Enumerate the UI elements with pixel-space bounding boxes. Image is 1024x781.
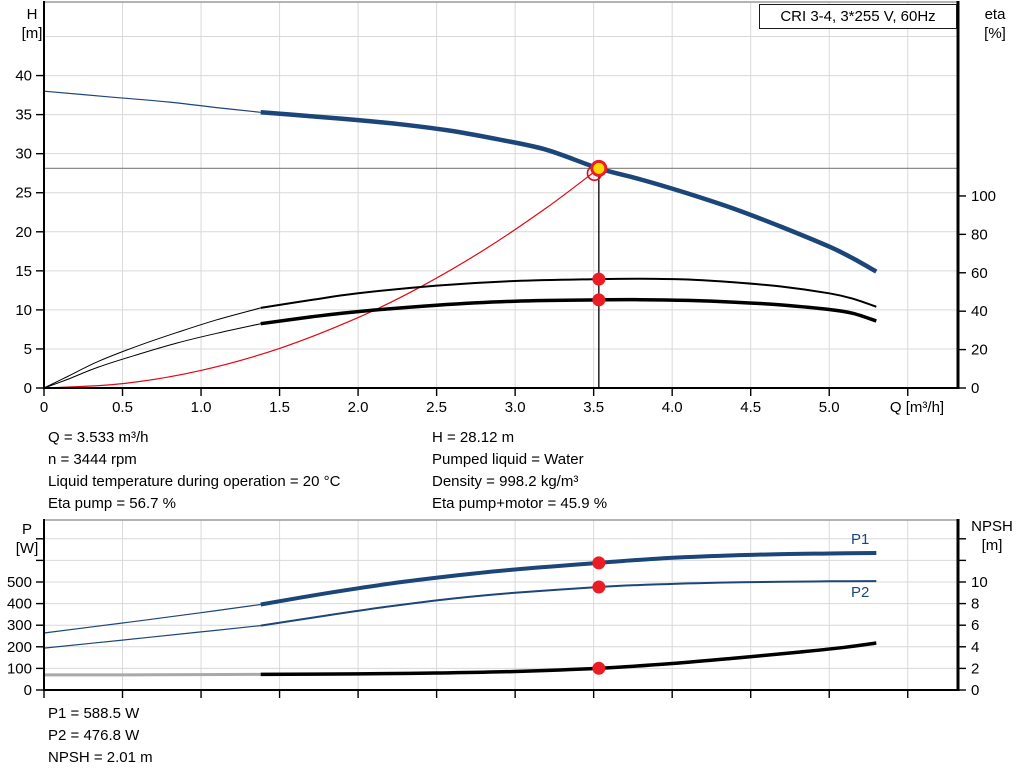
p-axis-label-symbol: P <box>21 521 32 538</box>
right-axis-tick-label: 4 <box>971 639 979 656</box>
eta-axis-label-symbol: eta <box>984 6 1006 23</box>
right-axis-tick-label: 0 <box>971 682 979 699</box>
p1-curve-extension <box>43 603 261 634</box>
p2-duty-dot <box>592 580 606 594</box>
right-axis-tick-label: 40 <box>971 303 988 320</box>
npsh-axis-label-unit: [m] <box>981 537 1003 554</box>
eta-pump-motor-curve <box>260 297 877 326</box>
left-axis-tick-label: 5 <box>24 341 32 358</box>
h-axis-label: H [m] <box>12 5 52 43</box>
npsh-curve <box>260 641 877 677</box>
result-info-block: P1 = 588.5 W P2 = 476.8 W NPSH = 2.01 m <box>48 703 153 769</box>
eta-pump-extension <box>43 307 261 389</box>
right-axis-tick-label: 2 <box>971 660 979 677</box>
left-axis-tick-label: 200 <box>7 639 32 656</box>
x-axis-tick-label: 3.5 <box>583 399 604 416</box>
x-axis-tick-label: 2.0 <box>348 399 369 416</box>
right-axis-tick-label: 10 <box>971 574 988 591</box>
right-axis-tick-label: 6 <box>971 617 979 634</box>
system-curve <box>43 167 600 389</box>
left-axis-tick-label: 300 <box>7 617 32 634</box>
eta-pump-curve <box>260 277 877 309</box>
x-axis-tick-label: 5.0 <box>819 399 840 416</box>
p2-curve-extension <box>43 625 261 649</box>
right-axis-tick-label: 20 <box>971 342 988 359</box>
right-axis-tick-label: 100 <box>971 188 996 205</box>
info-line-q: Q = 3.533 m³/h <box>48 429 149 446</box>
left-axis-tick-label: 10 <box>15 302 32 319</box>
left-axis-tick-label: 40 <box>15 68 32 85</box>
x-axis-tick-label: 0 <box>40 399 48 416</box>
left-axis-tick-label: 15 <box>15 263 32 280</box>
info-line-speed: n = 3444 rpm <box>48 451 137 468</box>
info-line-eta-pump: Eta pump = 56.7 % <box>48 495 176 512</box>
x-axis-tick-label: 0.5 <box>112 399 133 416</box>
right-axis-tick-label: 80 <box>971 226 988 243</box>
left-axis-tick-label: 30 <box>15 146 32 163</box>
x-axis-tick-label: 1.5 <box>269 399 290 416</box>
info-line-npsh: NPSH = 2.01 m <box>48 749 153 766</box>
left-axis-tick-label: 0 <box>24 380 32 397</box>
h-axis-label-symbol: H <box>26 6 38 23</box>
npsh-axis-label: NPSH [m] <box>962 517 1022 555</box>
left-axis-tick-label: 20 <box>15 224 32 241</box>
left-axis-tick-label: 25 <box>15 185 32 202</box>
eta-pump-duty-dot <box>592 272 606 286</box>
h-axis-label-unit: [m] <box>21 25 43 42</box>
right-axis-tick-label: 60 <box>971 265 988 282</box>
info-line-temperature: Liquid temperature during operation = 20… <box>48 473 341 490</box>
left-axis-tick-label: 100 <box>7 660 32 677</box>
operating-info-right: H = 28.12 m Pumped liquid = Water Densit… <box>432 427 607 515</box>
eta-pump-motor-extension <box>43 323 261 389</box>
p1-duty-dot <box>592 556 606 570</box>
eta-pump-motor-duty-dot <box>592 293 606 307</box>
x-axis-tick-label: 2.5 <box>426 399 447 416</box>
duty-point-marker[interactable] <box>590 159 608 177</box>
left-axis-tick-label: 500 <box>7 574 32 591</box>
info-line-density: Density = 998.2 kg/m³ <box>432 473 579 490</box>
x-axis-tick-label: 4.5 <box>740 399 761 416</box>
p-axis-label: P [W] <box>6 520 48 558</box>
right-axis-tick-label: 8 <box>971 596 979 613</box>
right-axis-tick-label: 0 <box>971 380 979 397</box>
npsh-duty-dot <box>592 661 606 675</box>
eta-axis-label-unit: [%] <box>984 25 1006 42</box>
pump-curve-extension <box>43 90 261 113</box>
x-axis-tick-label: 3.0 <box>505 399 526 416</box>
info-line-liquid: Pumped liquid = Water <box>432 451 584 468</box>
eta-axis-label: eta [%] <box>972 5 1018 43</box>
operating-info-left: Q = 3.533 m³/h n = 3444 rpm Liquid tempe… <box>48 427 340 515</box>
info-line-eta-pump-motor: Eta pump+motor = 45.9 % <box>432 495 608 512</box>
npsh-axis-label-symbol: NPSH <box>971 518 1013 535</box>
x-axis-unit-label: Q [m³/h] <box>890 399 944 416</box>
left-axis-tick-label: 35 <box>15 107 32 124</box>
info-line-head: H = 28.12 m <box>432 429 515 446</box>
npsh-curve-extension <box>43 672 261 677</box>
left-axis-tick-label: 0 <box>24 682 32 699</box>
info-line-p2: P2 = 476.8 W <box>48 727 140 744</box>
p2-curve-label: P2 <box>851 584 870 601</box>
left-axis-tick-label: 400 <box>7 596 32 613</box>
info-line-p1: P1 = 588.5 W <box>48 705 140 722</box>
pump-title-box: CRI 3-4, 3*255 V, 60Hz <box>759 4 957 29</box>
p1-curve-label: P1 <box>851 531 870 548</box>
p-axis-label-unit: [W] <box>15 540 39 557</box>
x-axis-tick-label: 1.0 <box>191 399 212 416</box>
x-axis-tick-label: 4.0 <box>662 399 683 416</box>
pump-title: CRI 3-4, 3*255 V, 60Hz <box>780 8 936 25</box>
